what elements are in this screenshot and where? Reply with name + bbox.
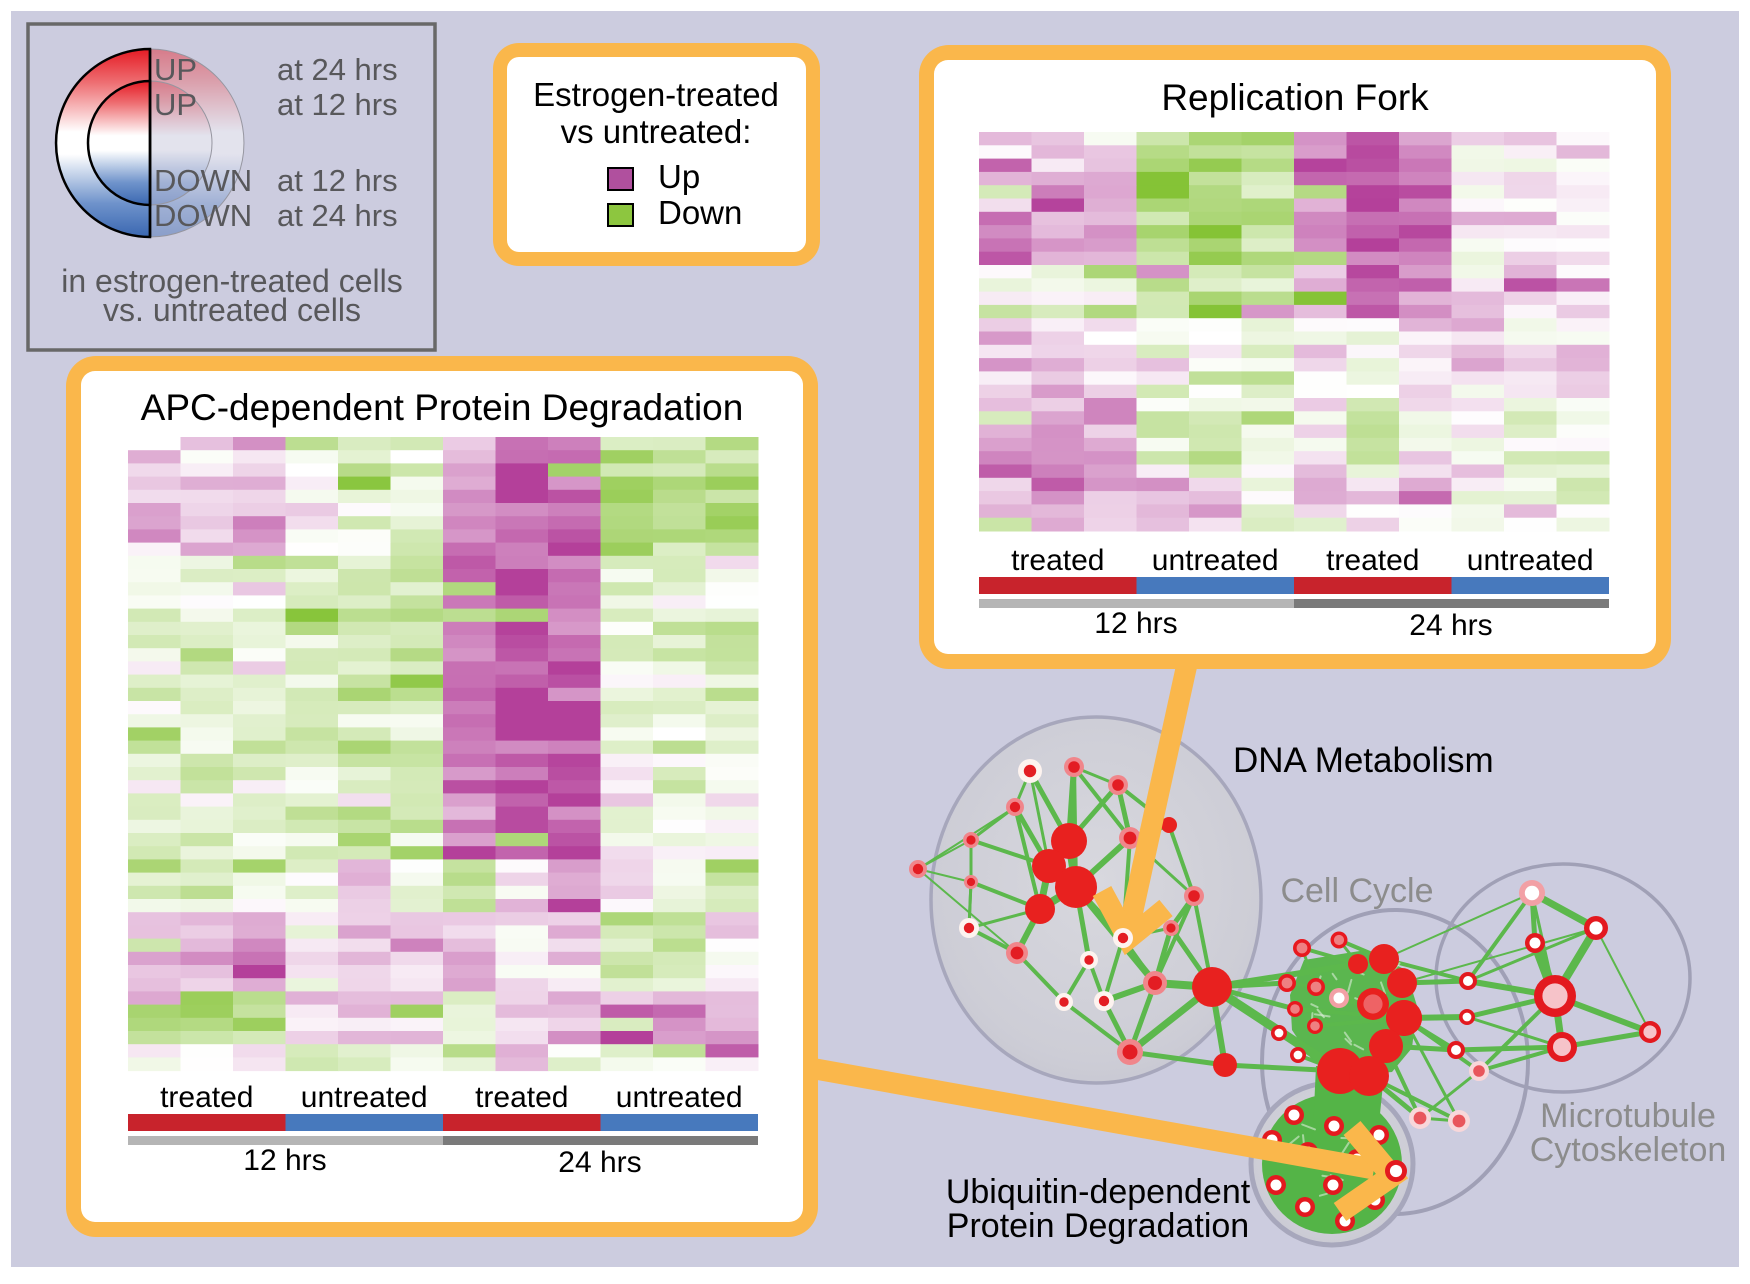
svg-text:DOWN: DOWN [154,163,252,198]
svg-text:24 hrs: 24 hrs [558,1146,641,1179]
svg-text:at 24 hrs: at 24 hrs [277,52,398,87]
svg-text:treated: treated [1011,544,1104,577]
svg-text:treated: treated [160,1081,253,1114]
svg-text:12 hrs: 12 hrs [1094,607,1177,640]
svg-text:Estrogen-treated: Estrogen-treated [533,76,779,113]
svg-text:untreated: untreated [1467,544,1594,577]
svg-text:UP: UP [154,87,197,122]
svg-text:Cell Cycle: Cell Cycle [1280,872,1433,910]
svg-text:at 12 hrs: at 12 hrs [277,163,398,198]
svg-text:Protein Degradation: Protein Degradation [947,1207,1249,1245]
svg-text:Ubiquitin-dependent: Ubiquitin-dependent [946,1173,1251,1211]
svg-text:Replication Fork: Replication Fork [1161,77,1429,118]
svg-text:vs untreated:: vs untreated: [561,113,752,150]
svg-text:treated: treated [475,1081,568,1114]
svg-text:at 24 hrs: at 24 hrs [277,198,398,233]
svg-text:24 hrs: 24 hrs [1409,609,1492,642]
svg-text:Cytoskeleton: Cytoskeleton [1530,1131,1727,1169]
svg-text:untreated: untreated [616,1081,743,1114]
svg-text:Down: Down [658,194,742,231]
svg-text:APC-dependent Protein Degradat: APC-dependent Protein Degradation [141,387,744,428]
svg-text:treated: treated [1326,544,1419,577]
svg-text:DNA Metabolism: DNA Metabolism [1233,741,1494,780]
svg-text:Up: Up [658,158,700,195]
svg-text:DOWN: DOWN [154,198,252,233]
svg-text:Microtubule: Microtubule [1540,1097,1716,1135]
svg-text:untreated: untreated [1152,544,1279,577]
svg-text:at 12 hrs: at 12 hrs [277,87,398,122]
svg-text:UP: UP [154,52,197,87]
svg-text:vs. untreated cells: vs. untreated cells [103,292,361,328]
svg-text:12 hrs: 12 hrs [243,1144,326,1177]
svg-text:untreated: untreated [301,1081,428,1114]
